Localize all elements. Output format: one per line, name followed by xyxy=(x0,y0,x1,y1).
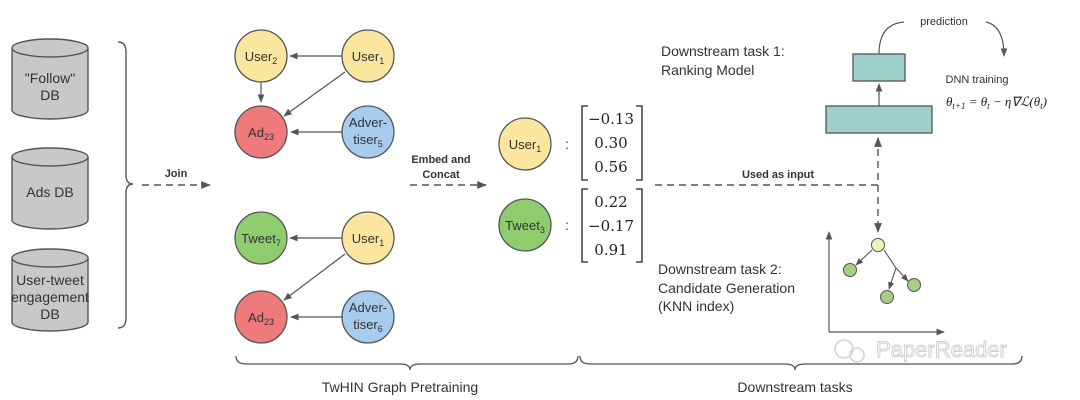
dnn-training-label: DNN training xyxy=(946,74,1009,86)
follow-db: "Follow" DB xyxy=(11,38,89,120)
db-brace xyxy=(117,41,134,329)
svg-text:User1: User1 xyxy=(352,49,384,66)
downstream-label: Downstream tasks xyxy=(737,379,852,395)
engagement-db: User-tweet engagement DB xyxy=(11,248,89,332)
dnn-formula: θt+1 = θt − η∇ℒ(θt) xyxy=(946,94,1047,111)
task1-title: Downstream task 1: xyxy=(661,43,785,59)
svg-text::: : xyxy=(565,217,569,233)
node-user1-bottom: User1 xyxy=(341,211,395,265)
node-user2: User2 xyxy=(234,29,288,83)
knn-plot xyxy=(825,231,945,336)
watermark-text: PaperReader xyxy=(876,337,1007,362)
downstream-brace xyxy=(579,355,1023,371)
svg-text:Adver-: Adver- xyxy=(349,115,387,130)
pretraining-brace xyxy=(235,355,579,371)
node-user1-top: User1 xyxy=(341,29,395,83)
used-as-input-label: Used as input xyxy=(742,169,814,181)
engagement-db-label-3: DB xyxy=(40,306,59,322)
task1-subtitle: Ranking Model xyxy=(661,62,754,78)
knn-neighbor-point xyxy=(907,278,921,292)
svg-text:tiser6: tiser6 xyxy=(353,317,383,334)
embedding-user1-value: −0.13 xyxy=(588,110,634,128)
node-ad23-top: Ad23 xyxy=(234,105,288,159)
ads-db-label: Ads DB xyxy=(26,184,73,200)
engagement-db-label-2: engagement xyxy=(11,289,89,305)
ads-db: Ads DB xyxy=(11,147,89,230)
node-tweet7: Tweet7 xyxy=(234,211,288,265)
engagement-db-label-1: User-tweet xyxy=(16,272,84,288)
svg-text:Ad23: Ad23 xyxy=(248,310,274,327)
svg-text::: : xyxy=(565,136,569,152)
embedding-tweet3-value: 0.22 xyxy=(594,193,627,211)
task2-subtitle-2: (KNN index) xyxy=(658,298,734,314)
svg-text:User1: User1 xyxy=(509,137,541,154)
embedding-tweet3: Tweet3 : 0.22 −0.17 0.91 xyxy=(498,188,643,263)
embedding-user1-value: 0.30 xyxy=(594,134,627,152)
pretraining-label: TwHIN Graph Pretraining xyxy=(322,379,478,395)
svg-text:tiser5: tiser5 xyxy=(353,132,383,149)
node-advertiser6: Adver- tiser6 xyxy=(341,290,395,344)
embed-label-2: Concat xyxy=(422,169,460,181)
embedding-tweet3-value: 0.91 xyxy=(594,241,627,259)
node-advertiser5: Adver- tiser5 xyxy=(341,105,395,159)
svg-text:User2: User2 xyxy=(245,49,277,66)
follow-db-label-2: DB xyxy=(40,87,59,103)
node-ad23-bottom: Ad23 xyxy=(234,290,288,344)
svg-text:Tweet3: Tweet3 xyxy=(505,218,545,235)
knn-neighbor-point xyxy=(843,263,857,277)
svg-text:Tweet7: Tweet7 xyxy=(241,231,281,248)
knn-query-point xyxy=(871,238,885,252)
knn-neighbor-point xyxy=(880,290,894,304)
svg-text:User1: User1 xyxy=(352,231,384,248)
graph-top-edges xyxy=(257,52,346,136)
svg-text:Adver-: Adver- xyxy=(349,300,387,315)
embedding-user1: User1 : −0.13 0.30 0.56 xyxy=(498,105,643,181)
task2-subtitle: Candidate Generation xyxy=(658,280,795,296)
dnn-model xyxy=(825,21,1008,134)
svg-text:Ad23: Ad23 xyxy=(248,125,274,142)
join-label: Join xyxy=(165,168,188,180)
follow-db-label-1: "Follow" xyxy=(25,70,75,86)
embedding-tweet3-value: −0.17 xyxy=(588,217,634,235)
watermark: PaperReader xyxy=(834,337,1007,363)
task2-title: Downstream task 2: xyxy=(658,261,782,277)
embedding-user1-value: 0.56 xyxy=(594,158,627,176)
graph-bottom-edges xyxy=(283,234,346,321)
prediction-label: prediction xyxy=(920,16,968,28)
embed-label-1: Embed and xyxy=(411,154,470,166)
